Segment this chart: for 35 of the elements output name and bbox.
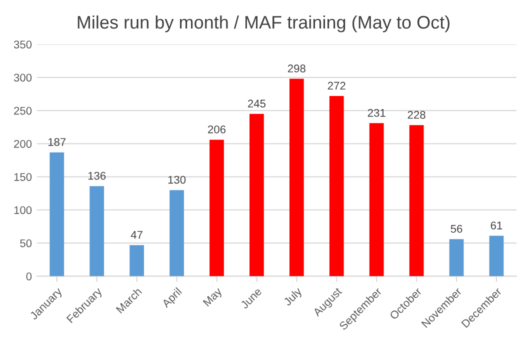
bar	[130, 245, 144, 276]
x-tick-label: July	[282, 286, 304, 308]
data-label: 231	[368, 108, 386, 117]
bar	[210, 140, 224, 276]
data-label: 130	[168, 176, 186, 184]
bar	[250, 114, 264, 276]
bar	[329, 96, 344, 276]
data-label: 298	[288, 64, 306, 72]
bar	[289, 78, 304, 276]
data-label: 206	[208, 126, 226, 134]
bar	[409, 125, 424, 276]
bar	[90, 186, 104, 276]
bar	[170, 190, 184, 276]
y-tick-label: 0	[26, 272, 32, 280]
y-tick-label: 50	[20, 239, 32, 248]
data-label: 56	[450, 224, 462, 233]
data-label: 136	[88, 172, 106, 180]
y-tick-label: 250	[14, 106, 32, 115]
bar	[489, 236, 504, 276]
data-label: 245	[248, 100, 266, 108]
bar	[449, 239, 464, 276]
x-tick-label: May	[202, 286, 224, 308]
y-tick-label: 200	[14, 140, 32, 148]
y-tick-label: 350	[14, 40, 32, 48]
data-label: 61	[490, 222, 502, 230]
bar	[50, 152, 64, 276]
data-label: 187	[48, 138, 66, 146]
y-tick-label: 150	[14, 173, 32, 181]
y-tick-label: 300	[14, 74, 32, 82]
bar	[369, 123, 384, 276]
chart-title: Miles run by month / MAF training (May to Oct)	[78, 15, 450, 32]
data-label: 272	[328, 82, 346, 90]
data-label: 228	[408, 110, 426, 119]
data-label: 47	[130, 230, 142, 239]
y-tick-label: 100	[14, 206, 32, 214]
